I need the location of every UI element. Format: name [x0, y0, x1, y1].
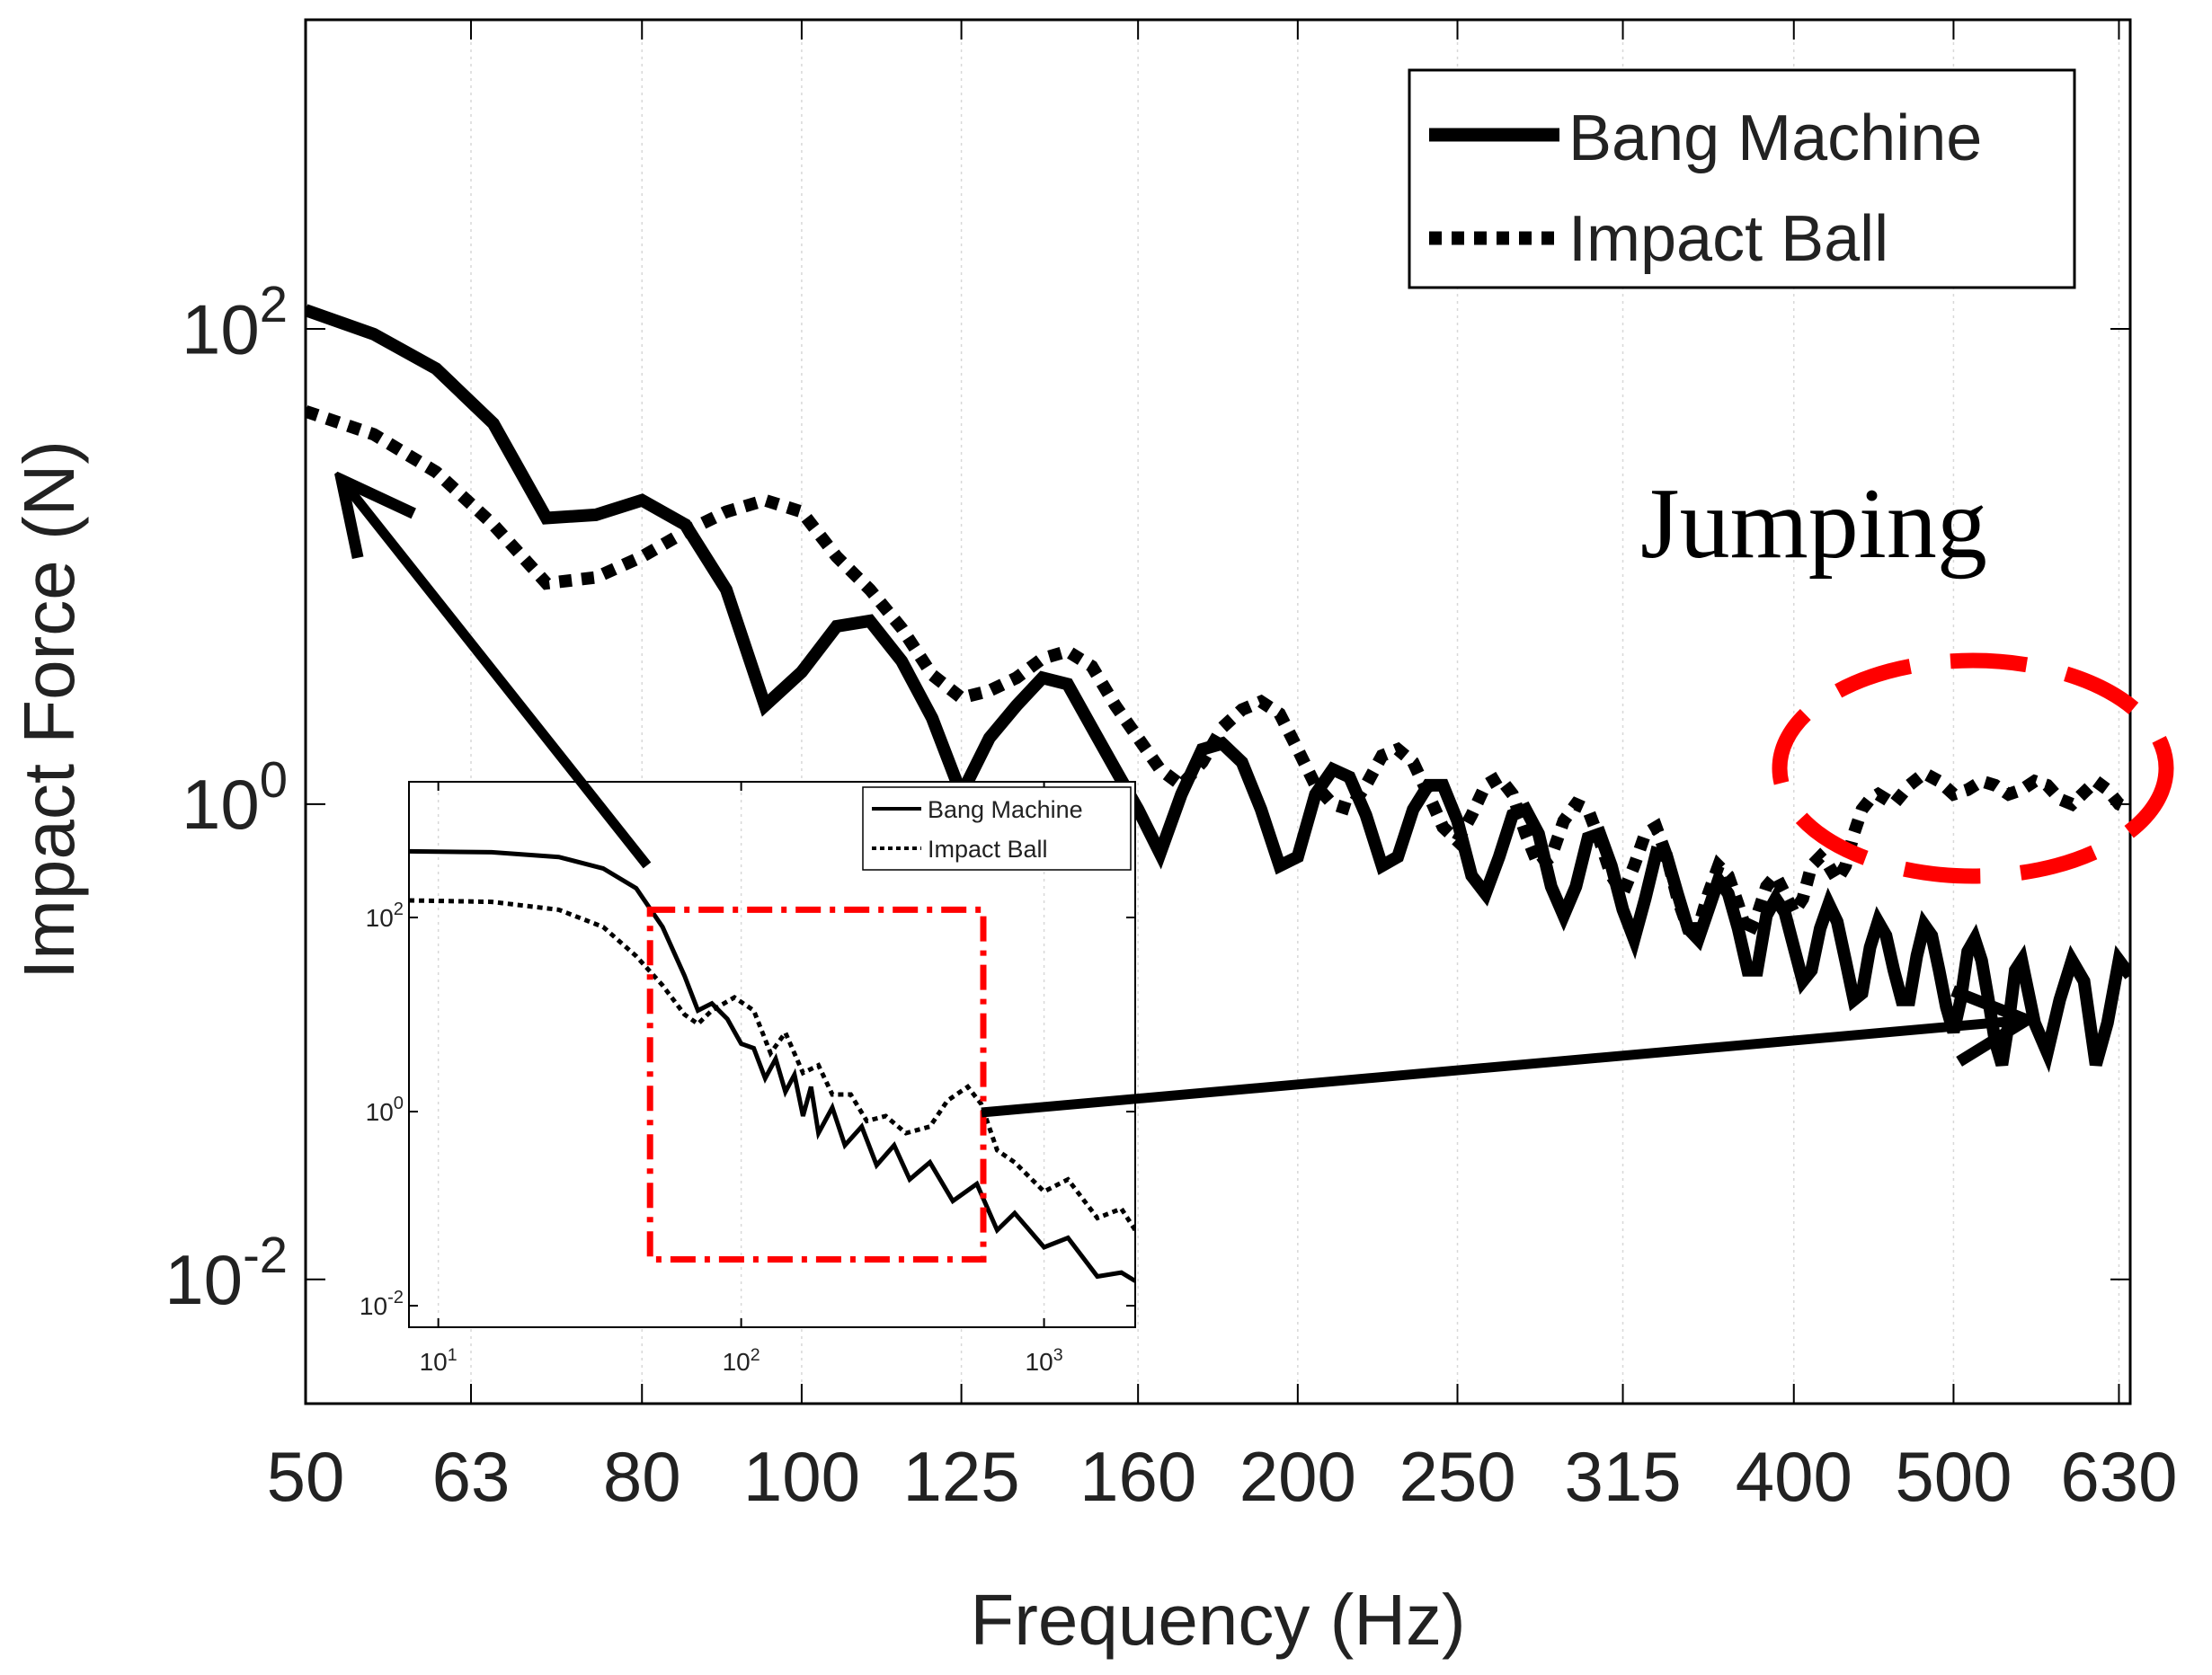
x-tick-label: 63: [432, 1437, 511, 1516]
x-tick-label: 80: [603, 1437, 681, 1516]
x-tick-label: 102: [723, 1345, 760, 1376]
x-tick-label: 103: [1026, 1345, 1063, 1376]
x-tick-label: 315: [1564, 1437, 1681, 1516]
zoom-arrow-lower: [981, 1020, 2027, 1118]
inset-tick-marks: [409, 782, 1135, 1327]
zoom-arrow-upper: [342, 480, 652, 869]
inset-zoom-box: [646, 906, 987, 1263]
main-tick-marks: [305, 20, 2130, 1404]
y-tick-label: 102: [182, 276, 288, 368]
x-tick-label: 101: [420, 1345, 458, 1376]
jumping-highlight-ellipse: [1772, 652, 2174, 884]
main-legend-label-ball: Impact Ball: [1568, 203, 1888, 275]
y-tick-label: 10-2: [360, 1288, 404, 1320]
inset-gridlines: [437, 782, 1045, 1327]
main-legend: Bang Machine Impact Ball: [1408, 68, 2076, 289]
inset-series-group: [409, 848, 1135, 1283]
main-legend-label-bang: Bang Machine: [1568, 102, 1982, 174]
inset-legend-label-ball: Impact Ball: [928, 836, 1048, 863]
main-tick-labels: 50 63 80 100 125 160 200 250 315 400 500 6301021001…: [164, 276, 2177, 1516]
x-tick-label: 50: [267, 1437, 345, 1516]
x-tick-label: 400: [1736, 1437, 1852, 1516]
x-tick-label: 125: [903, 1437, 1020, 1516]
inset-legend-label-bang: Bang Machine: [928, 796, 1083, 823]
inset-legend-box: [862, 786, 1132, 871]
x-tick-label: 100: [743, 1437, 860, 1516]
jumping-annotation: Jumping: [1640, 468, 1987, 580]
x-tick-label: 630: [2060, 1437, 2177, 1516]
y-tick-label: 10-2: [164, 1227, 288, 1319]
series-line-impact-ball: [409, 898, 1135, 1232]
x-tick-label: 250: [1399, 1437, 1515, 1516]
x-tick-label: 160: [1079, 1437, 1196, 1516]
inset-plot-frame: [408, 781, 1136, 1328]
inset-tick-labels: 101 102 103 102 100 10-2: [360, 900, 1063, 1376]
x-axis-label: Frequency (Hz): [970, 1580, 1465, 1660]
main-legend-box: [1408, 68, 2076, 289]
inset-legend: Bang Machine Impact Ball: [862, 786, 1132, 871]
y-tick-label: 100: [182, 751, 288, 844]
y-tick-label: 100: [366, 1094, 404, 1126]
y-axis-label: Impact Force (N): [9, 440, 89, 979]
series-line-bang-machine: [409, 848, 1135, 1283]
x-tick-label: 200: [1239, 1437, 1356, 1516]
x-tick-label: 500: [1895, 1437, 2012, 1516]
y-tick-label: 102: [366, 900, 404, 932]
series-line-impact-ball: [306, 405, 2130, 953]
